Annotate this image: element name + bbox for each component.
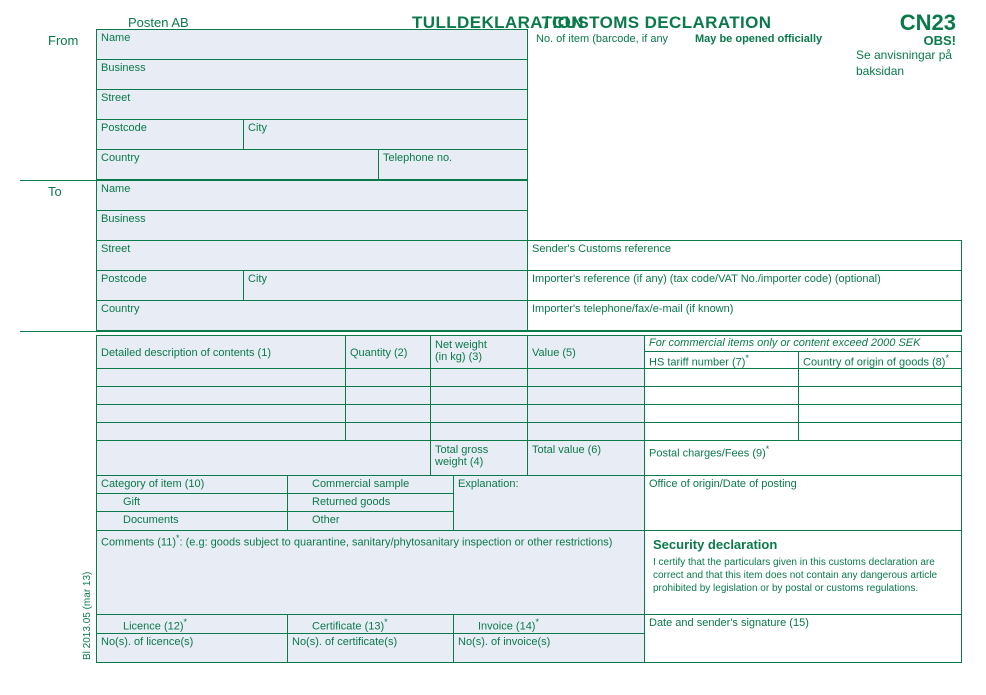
hs-row-3[interactable] [644,404,799,423]
from-postcode-label: Postcode [101,122,147,134]
weight-row-2[interactable] [430,386,528,405]
sender-customs-ref-field[interactable]: Sender's Customs reference [527,240,962,271]
from-telephone-field[interactable]: Telephone no. [378,149,528,180]
licence-no-field[interactable]: No(s). of licence(s) [96,633,288,663]
importer-contact-label: Importer's telephone/fax/e-mail (if know… [532,303,733,315]
col-quantity-header: Quantity (2) [345,335,431,369]
obs-label: OBS! [924,33,957,48]
invoice-cell: Invoice (14)* [453,614,645,634]
desc-row-3[interactable] [96,404,346,423]
from-postcode-field[interactable]: Postcode [96,119,244,150]
from-city-field[interactable]: City [243,119,528,150]
explanation-field[interactable]: Explanation: [453,475,645,531]
col-value-header: Value (5) [527,335,645,369]
comments-field[interactable]: Comments (11)*: (e.g: goods subject to q… [96,530,645,615]
to-street-label: Street [101,243,130,255]
col-origin-header: Country of origin of goods (8)* [798,351,962,369]
to-name-label: Name [101,183,130,195]
invoice-no-field[interactable]: No(s). of invoice(s) [453,633,645,663]
title-english: CUSTOMS DECLARATION [552,13,771,33]
hs-row-2[interactable] [644,386,799,405]
origin-row-2[interactable] [798,386,962,405]
company-name: Posten AB [128,15,189,30]
divider-to [20,331,962,332]
from-street-field[interactable]: Street [96,89,528,120]
to-business-field[interactable]: Business [96,210,528,241]
importer-contact-field[interactable]: Importer's telephone/fax/e-mail (if know… [527,300,962,331]
from-label: From [48,33,78,48]
certificate-no-field[interactable]: No(s). of certificate(s) [287,633,454,663]
total-weight-cell[interactable]: Total gross weight (4) [430,440,528,476]
documents-label-cell: Documents [96,511,288,531]
title-slash: / [544,13,549,33]
to-name-field[interactable]: Name [96,180,528,211]
desc-row-4[interactable] [96,422,346,441]
other-cell: Other [287,511,454,531]
value-row-3[interactable] [527,404,645,423]
total-value-cell[interactable]: Total value (6) [527,440,645,476]
col-weight-header: Net weight(in kg) (3) [430,335,528,369]
totals-blank-left [96,440,431,476]
importer-ref-field[interactable]: Importer's reference (if any) (tax code/… [527,270,962,301]
col-hs-tariff-header: HS tariff number (7)* [644,351,799,369]
qty-row-4[interactable] [345,422,431,441]
origin-row-3[interactable] [798,404,962,423]
value-row-1[interactable] [527,368,645,387]
customs-declaration-form: Posten AB TULLDEKLARATION / CUSTOMS DECL… [0,0,986,695]
form-version-text: Bl 2013.05 (mar 13) [82,572,93,660]
security-text: I certify that the particulars given in … [653,556,953,595]
weight-row-4[interactable] [430,422,528,441]
certificate-cell: Certificate (13)* [287,614,454,634]
hs-row-1[interactable] [644,368,799,387]
commercial-only-header: For commercial items only or content exc… [644,335,962,352]
from-name-field[interactable]: Name [96,29,528,60]
licence-cell: Licence (12)* [96,614,288,634]
weight-row-1[interactable] [430,368,528,387]
from-business-label: Business [101,62,146,74]
divider-from [20,180,96,181]
instructions-label: Se anvisningar på baksidan [856,48,956,79]
to-country-field[interactable]: Country [96,300,528,331]
office-origin-field[interactable]: Office of origin/Date of posting [644,475,962,531]
value-row-4[interactable] [527,422,645,441]
from-telephone-label: Telephone no. [383,152,452,164]
from-city-label: City [248,122,267,134]
value-row-2[interactable] [527,386,645,405]
to-city-field[interactable]: City [243,270,528,301]
hs-row-4[interactable] [644,422,799,441]
to-label: To [48,184,62,199]
to-country-label: Country [101,303,140,315]
col-description-header: Detailed description of contents (1) [96,335,346,369]
desc-row-2[interactable] [96,386,346,405]
origin-row-1[interactable] [798,368,962,387]
returned-goods-cell: Returned goods [287,493,454,512]
importer-ref-label: Importer's reference (if any) (tax code/… [532,273,881,285]
opened-label: May be opened officially [695,33,822,45]
from-street-label: Street [101,92,130,104]
security-declaration-box: Security declaration I certify that the … [644,530,962,615]
to-city-label: City [248,273,267,285]
desc-row-1[interactable] [96,368,346,387]
origin-row-4[interactable] [798,422,962,441]
signature-field[interactable]: Date and sender's signature (15) [644,614,962,663]
qty-row-3[interactable] [345,404,431,423]
security-title: Security declaration [653,537,953,552]
to-postcode-field[interactable]: Postcode [96,270,244,301]
sender-customs-ref-label: Sender's Customs reference [532,243,671,255]
to-postcode-label: Postcode [101,273,147,285]
barcode-label: No. of item (barcode, if any [536,33,668,45]
postal-fees-cell[interactable]: Postal charges/Fees (9)* [644,440,962,476]
gift-label-cell: Gift [96,493,288,512]
to-street-field[interactable]: Street [96,240,528,271]
to-business-label: Business [101,213,146,225]
weight-row-3[interactable] [430,404,528,423]
from-country-label: Country [101,152,140,164]
qty-row-2[interactable] [345,386,431,405]
from-country-field[interactable]: Country [96,149,379,180]
from-name-label: Name [101,32,130,44]
category-header: Category of item (10) [96,475,288,494]
from-business-field[interactable]: Business [96,59,528,90]
qty-row-1[interactable] [345,368,431,387]
commercial-sample-cell: Commercial sample [287,475,454,494]
